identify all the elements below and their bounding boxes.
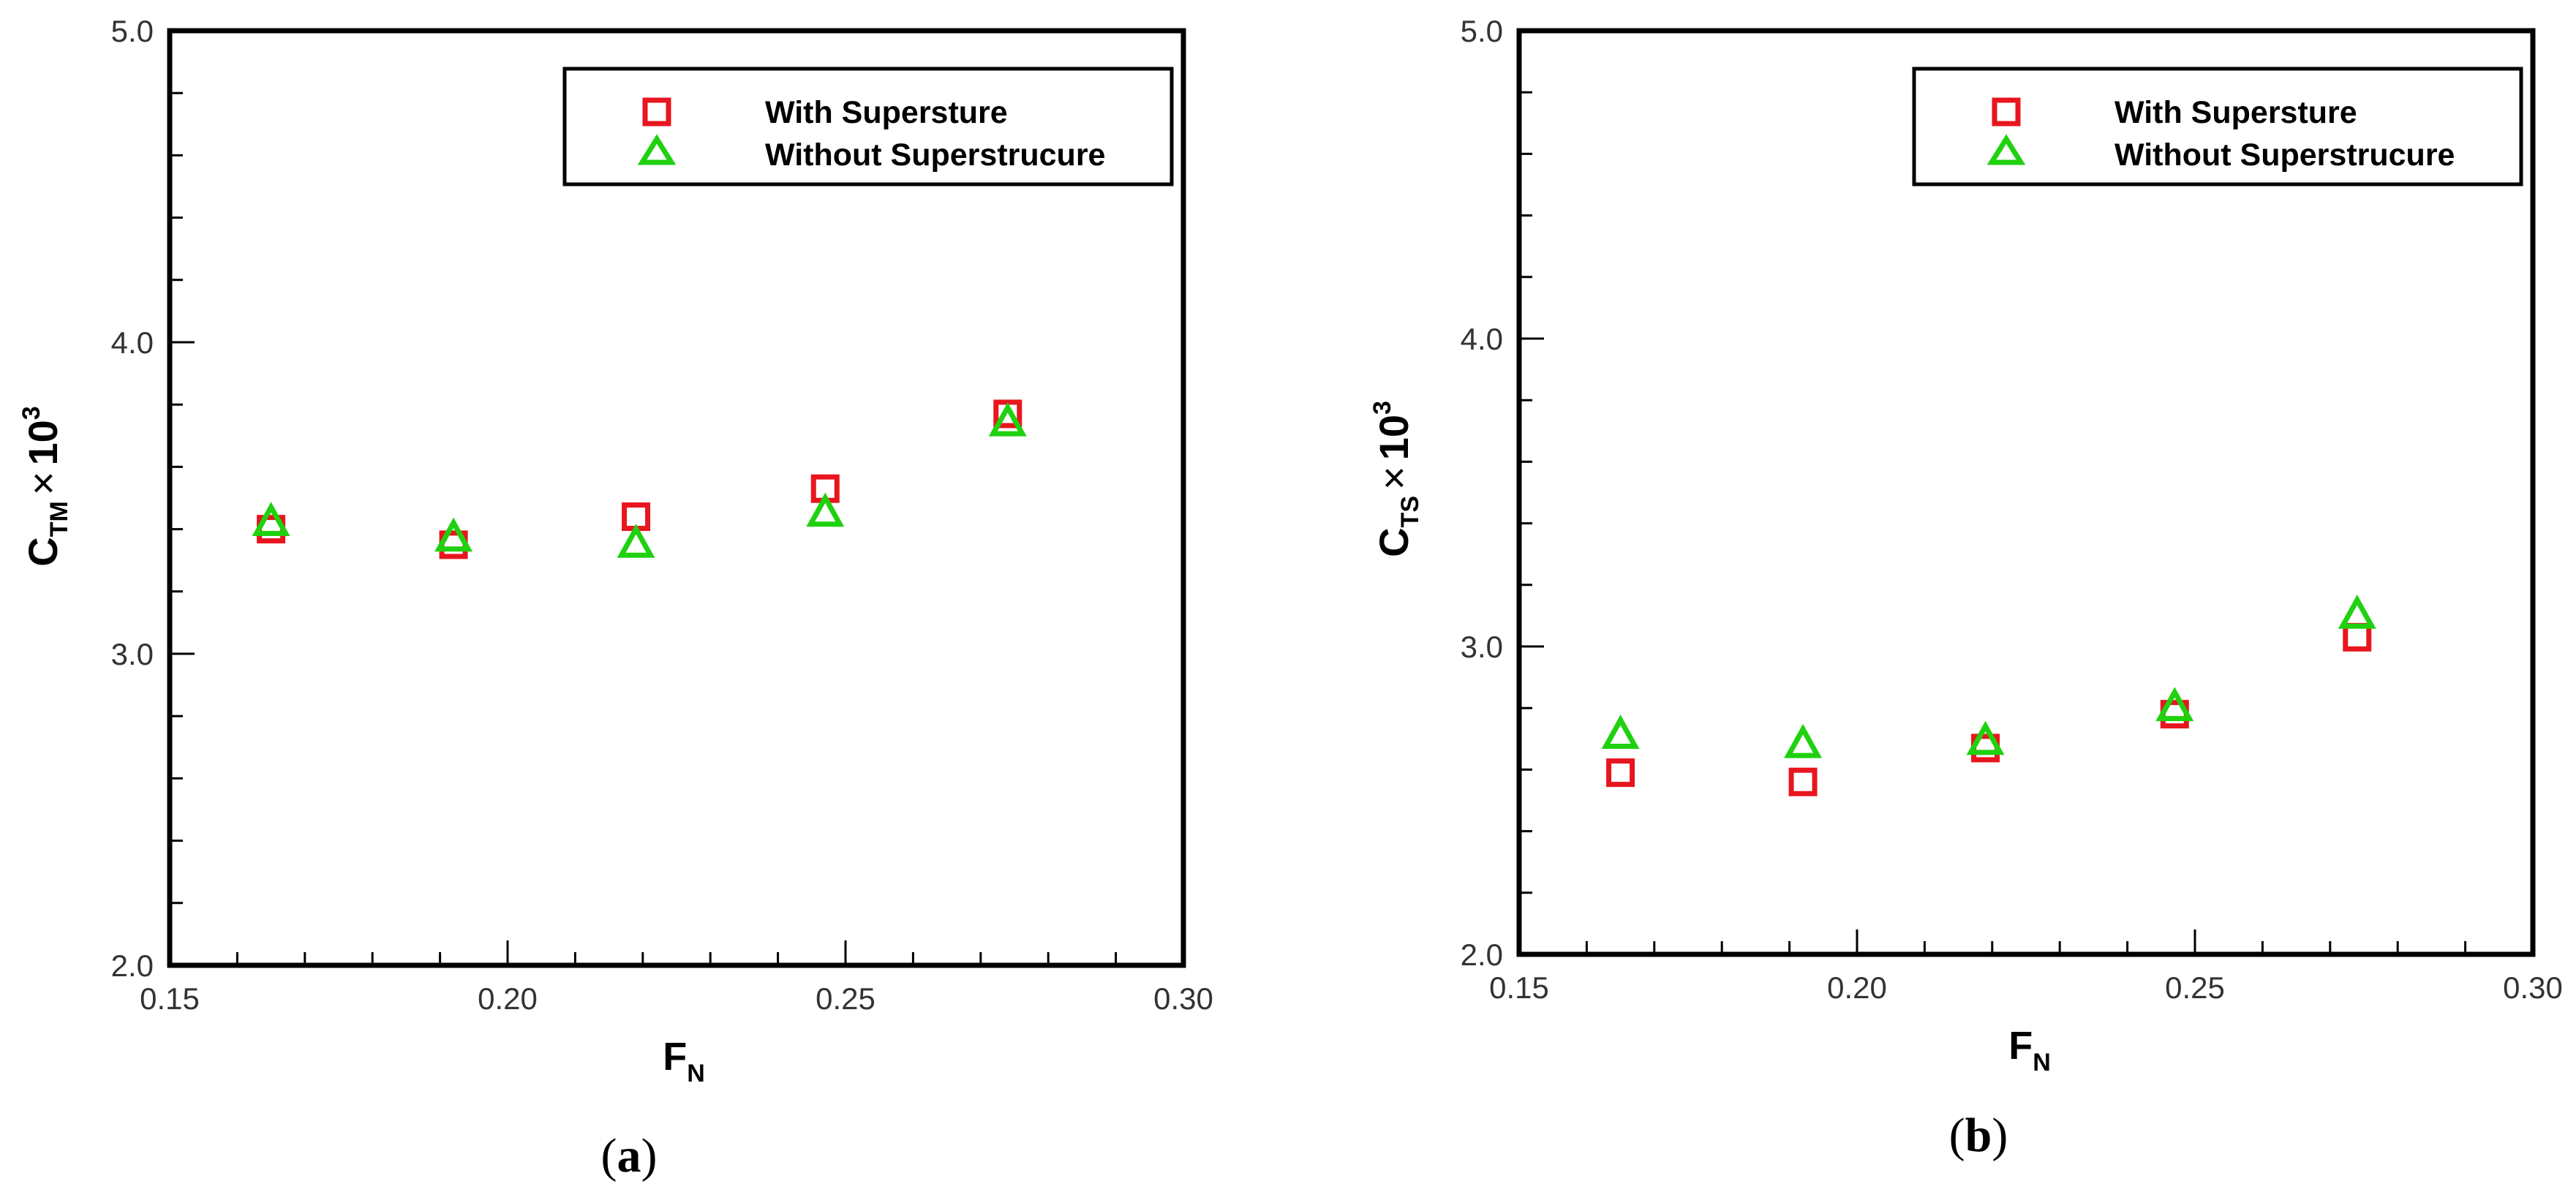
- x-tick-label: 0.20: [478, 981, 538, 1016]
- panel-a: FN CTM×103 0.15 0.20 0.25 0.302.03.04.05.0 …: [18, 14, 1213, 1182]
- panel-b-caption: (b): [1949, 1109, 2008, 1162]
- panel-a-legend-box: [562, 67, 1174, 186]
- panel-a-legend: With Supersture Without Superstrucure: [562, 67, 1174, 186]
- panel-b-axis-labels: FN CTS×103: [1368, 401, 2051, 1076]
- triangle-marker-point: [806, 492, 845, 527]
- y-tick-label: 3.0: [111, 637, 154, 671]
- y-tick-label: 3.0: [1461, 630, 1503, 664]
- panel-b-legend-label-without: Without Superstrucure: [2114, 137, 2455, 173]
- panel-a-legend-label-with: With Supersture: [765, 95, 1008, 130]
- panel-a-legend-label-without: Without Superstrucure: [765, 137, 1105, 173]
- panel-a-legend-triangle-icon: [637, 134, 677, 165]
- x-tick-label: 0.20: [1827, 970, 1887, 1005]
- triangle-marker-point: [2338, 595, 2376, 629]
- x-tick-label: 0.30: [2503, 970, 2563, 1005]
- x-tick-label: 0.25: [816, 981, 875, 1016]
- panel-b-plot-frame: [1516, 28, 2536, 957]
- y-tick-label: 4.0: [1461, 322, 1503, 356]
- square-marker-point: [2343, 622, 2372, 652]
- triangle-marker-point: [1601, 714, 1640, 749]
- panel-a-caption: (a): [601, 1129, 658, 1182]
- panel-a-markers: [252, 399, 1027, 559]
- x-tick-label: 0.15: [1489, 970, 1549, 1005]
- triangle-marker-point: [617, 524, 655, 558]
- y-tick-label: 5.0: [111, 14, 154, 48]
- y-tick-label: 2.0: [1461, 938, 1503, 972]
- panel-b-ticks: [1519, 91, 2467, 954]
- y-tick-label: 2.0: [111, 948, 154, 983]
- panel-b-xlabel: FN: [2008, 1024, 2051, 1076]
- triangle-marker-point: [1966, 720, 2005, 755]
- panel-b: FN CTS×103 0.15 0.20 0.25 0.302.03.04.05.0 …: [1368, 14, 2563, 1162]
- panel-a-axis-labels: FN CTM×103: [18, 406, 705, 1087]
- triangle-marker-point: [1784, 723, 1823, 758]
- x-tick-label: 0.30: [1153, 981, 1213, 1016]
- x-tick-label: 0.25: [2165, 970, 2225, 1005]
- square-marker-point: [1788, 767, 1818, 796]
- panel-b-tick-labels: 0.15 0.20 0.25 0.30 2.0 3.0 4.0 5.0: [1461, 14, 2563, 1005]
- panel-b-ylabel: CTS×103: [1368, 401, 1424, 557]
- panel-b-markers: [1601, 595, 2376, 796]
- panel-b-legend-square-icon: [1992, 97, 2021, 127]
- panel-b-legend-box: [1912, 67, 2523, 186]
- panel-a-plot-frame: [167, 28, 1186, 968]
- panel-a-tick-labels: 0.15 0.20 0.25 0.30 2.0 3.0 4.0 5.0: [111, 14, 1213, 1016]
- triangle-marker-point: [2155, 687, 2194, 722]
- panel-b-legend: With Supersture Without Superstrucure: [1912, 67, 2523, 186]
- y-tick-label: 5.0: [1461, 14, 1503, 48]
- y-tick-label: 4.0: [111, 325, 154, 360]
- panel-b-legend-triangle-icon: [1986, 134, 2026, 165]
- square-marker-point: [1606, 758, 1635, 788]
- x-tick-label: 0.15: [140, 981, 200, 1016]
- panel-b-legend-label-with: With Supersture: [2114, 95, 2357, 130]
- panel-a-legend-square-icon: [642, 97, 671, 127]
- triangle-marker-point: [434, 517, 473, 552]
- panel-a-ylabel: CTM×103: [18, 406, 73, 566]
- panel-a-xlabel: FN: [663, 1035, 705, 1087]
- triangle-marker-point: [252, 502, 290, 536]
- triangle-marker-point: [988, 401, 1027, 437]
